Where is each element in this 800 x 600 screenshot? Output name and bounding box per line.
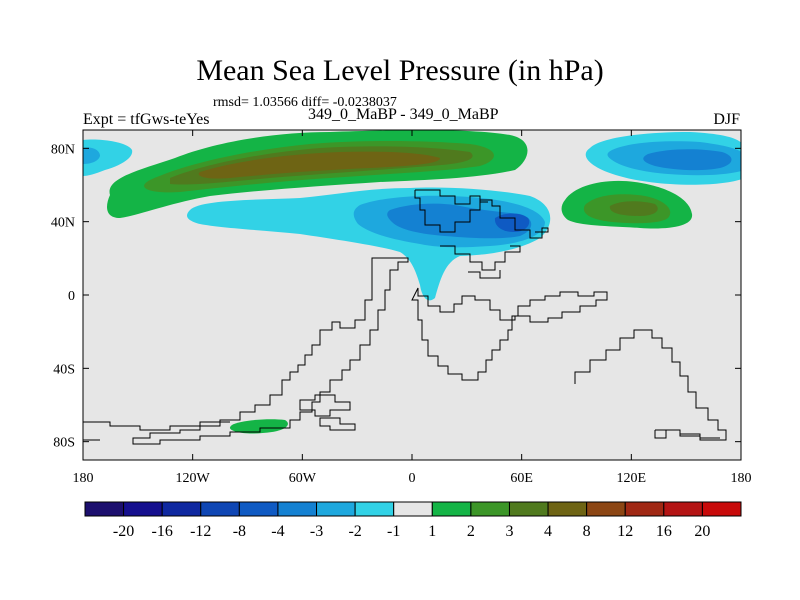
- colorbar-label: 2: [467, 523, 475, 540]
- colorbar-label: -8: [233, 523, 246, 540]
- colorbar-label: 16: [656, 523, 672, 540]
- y-axis: 80N 40N 0 40S 80S: [51, 142, 741, 451]
- colorbar-label: 3: [505, 523, 513, 540]
- colorbar-label: -12: [190, 523, 211, 540]
- colorbar-label: -20: [113, 523, 134, 540]
- colorbar: -20 -16 -12 -8 -4 -3 -2 -1 1 2 3 4 8 12 16 20: [84, 501, 742, 540]
- map-title: Mean Sea Level Pressure (in hPa): [196, 54, 604, 87]
- rmsd-diff-stats: rmsd= 1.03566 diff= -0.0238037: [213, 95, 397, 110]
- colorbar-swatch: [624, 501, 665, 517]
- negative-anomaly-pacific-3: [643, 149, 732, 171]
- x-tick-label: 120E: [617, 471, 647, 486]
- colorbar-label: 12: [617, 523, 633, 540]
- colorbar-swatch: [663, 501, 703, 517]
- coastline-africa: [411, 287, 608, 381]
- x-tick-label: 180: [73, 471, 94, 486]
- colorbar-swatch: [161, 501, 202, 517]
- coastline-antarctic: [83, 421, 720, 441]
- coastline-europe: [414, 189, 549, 239]
- x-tick-label: 60W: [289, 471, 317, 486]
- colorbar-swatch: [393, 501, 433, 517]
- colorbar-swatch: [586, 501, 626, 517]
- coastline-america: [132, 257, 409, 445]
- colorbar-label: 20: [694, 523, 710, 540]
- x-tick-label: 180: [731, 471, 752, 486]
- y-tick-label: 0: [68, 289, 75, 304]
- x-tick-label: 0: [409, 471, 416, 486]
- x-axis: 180 120W 60W 0 60E 120E 180: [73, 130, 752, 486]
- positive-anomaly-south: [229, 419, 288, 434]
- coastline-med: [440, 245, 521, 279]
- y-tick-label: 80N: [51, 142, 75, 157]
- colorbar-swatch: [238, 501, 279, 517]
- experiment-label: Expt = tfGws-teYes: [83, 111, 210, 128]
- colorbar-swatch: [354, 501, 395, 517]
- contour-fills: [83, 130, 741, 434]
- colorbar-swatch: [431, 501, 472, 517]
- y-tick-label: 40S: [53, 362, 75, 377]
- y-tick-label: 40N: [51, 216, 75, 231]
- colorbar-swatch: [84, 501, 125, 517]
- negative-anomaly-band-3: [387, 203, 532, 239]
- negative-anomaly-west-edge: [83, 139, 133, 176]
- colorbar-swatch: [470, 501, 510, 517]
- positive-anomaly-band-8: [198, 151, 440, 179]
- colorbar-label: -1: [387, 523, 400, 540]
- coastline-south-loop: [299, 394, 356, 431]
- map-subtitle: 349_0_MaBP - 349_0_MaBP: [308, 106, 499, 123]
- x-tick-label: 60E: [510, 471, 533, 486]
- colorbar-swatch: [277, 501, 318, 517]
- colorbar-swatch: [547, 501, 588, 517]
- x-tick-label: 120W: [176, 471, 211, 486]
- colorbar-swatch: [508, 501, 549, 517]
- colorbar-label: -2: [348, 523, 361, 540]
- colorbar-label: -4: [271, 523, 284, 540]
- positive-anomaly-asia-3: [609, 201, 658, 216]
- coastlines: [83, 189, 727, 445]
- colorbar-label: 8: [583, 523, 591, 540]
- colorbar-label: 1: [428, 523, 436, 540]
- season-label: DJF: [713, 111, 740, 128]
- y-tick-label: 80S: [53, 436, 75, 451]
- colorbar-swatch: [123, 501, 163, 517]
- coastline-australia: [574, 329, 727, 441]
- colorbar-swatch: [701, 501, 742, 517]
- colorbar-label: -3: [310, 523, 323, 540]
- colorbar-label: 4: [544, 523, 552, 540]
- colorbar-swatch: [316, 501, 356, 517]
- colorbar-label: -16: [152, 523, 173, 540]
- negative-anomaly-west-edge-2: [83, 147, 100, 164]
- colorbar-swatch: [200, 501, 240, 517]
